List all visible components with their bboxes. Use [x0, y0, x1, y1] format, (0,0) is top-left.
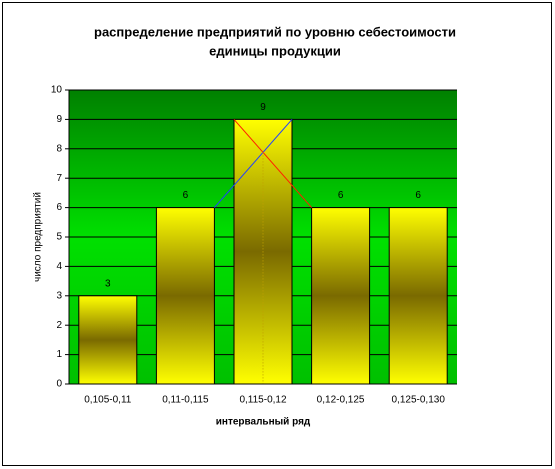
mode-line — [214, 119, 293, 208]
bar — [78, 295, 138, 385]
bar — [311, 207, 371, 385]
data-label: 9 — [260, 102, 266, 113]
x-axis-label: интервальный ряд — [216, 417, 311, 428]
mode-line — [233, 119, 312, 208]
bar — [388, 207, 448, 385]
data-label: 3 — [105, 278, 111, 289]
y-tick-label: 0 — [56, 379, 62, 390]
y-tick-label: 9 — [56, 114, 62, 125]
x-tick-label: 0,115-0,12 — [239, 395, 287, 406]
y-tick-label: 2 — [56, 320, 62, 331]
y-tick-label: 6 — [56, 202, 62, 213]
data-label: 6 — [338, 190, 344, 201]
chart-title: распределение предприятий по уровню себе… — [94, 24, 456, 39]
x-tick-label: 0,105-0,11 — [84, 395, 132, 406]
y-tick-label: 1 — [56, 349, 62, 360]
data-label: 6 — [183, 190, 189, 201]
chart-title: единицы продукции — [209, 43, 341, 58]
y-tick-label: 10 — [51, 85, 63, 96]
x-tick-label: 0,125-0,130 — [392, 395, 446, 406]
y-axis-label: число предприятий — [33, 192, 44, 282]
y-tick-label: 4 — [56, 261, 62, 272]
data-label: 6 — [415, 190, 421, 201]
y-tick-label: 3 — [56, 290, 62, 301]
y-tick-label: 7 — [56, 173, 62, 184]
y-tick-label: 8 — [56, 143, 62, 154]
y-tick-label: 5 — [56, 232, 62, 243]
x-tick-label: 0,12-0,125 — [317, 395, 365, 406]
bar — [155, 207, 215, 385]
x-tick-label: 0,11-0,115 — [162, 395, 209, 406]
